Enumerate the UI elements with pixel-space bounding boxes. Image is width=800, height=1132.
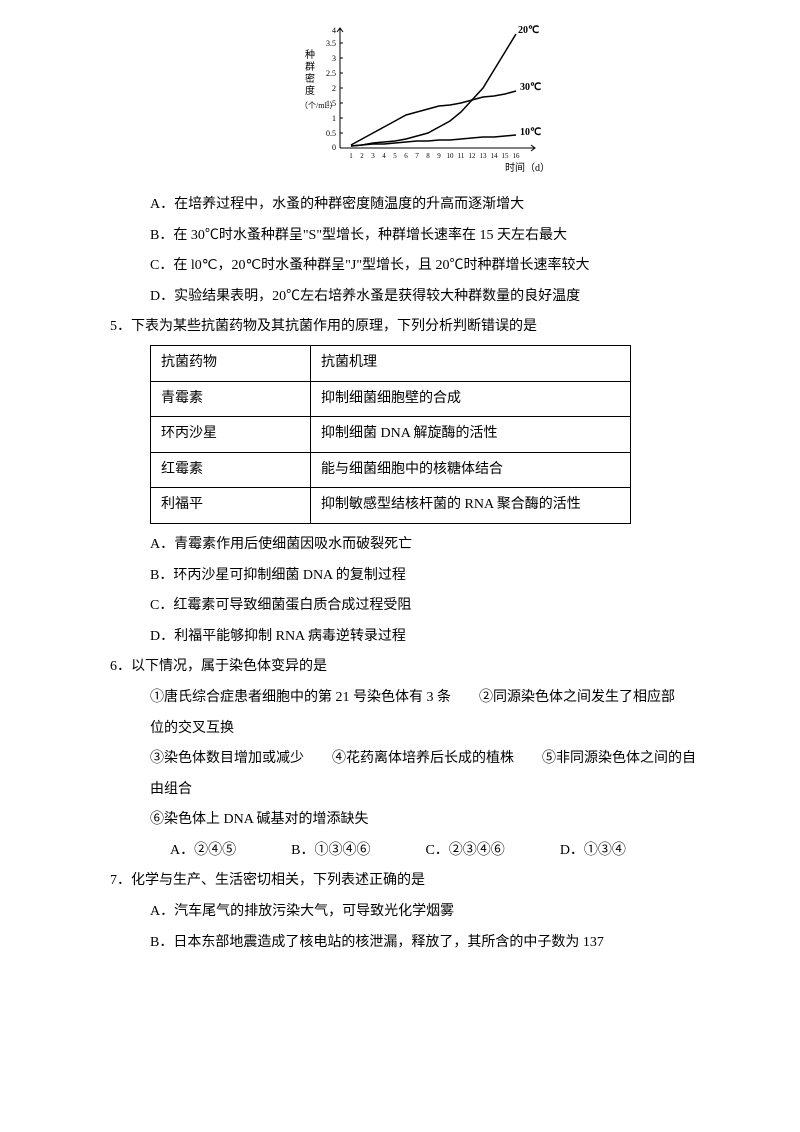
q6-line1: ①唐氏综合症患者细胞中的第 21 号染色体有 3 条 ②同源染色体之间发生了相应… — [110, 685, 740, 712]
q5-option-b: B．环丙沙星可抑制细菌 DNA 的复制过程 — [110, 563, 740, 590]
q7-stem: 7．化学与生产、生活密切相关，下列表述正确的是 — [110, 868, 740, 895]
svg-text:16: 16 — [513, 152, 521, 160]
svg-text:密: 密 — [305, 72, 315, 85]
svg-text:2: 2 — [360, 152, 364, 160]
svg-text:11: 11 — [458, 152, 465, 160]
svg-text:2: 2 — [332, 84, 336, 93]
q4-option-d: D．实验结果表明，20℃左右培养水蚤是获得较大种群数量的良好温度 — [110, 284, 740, 311]
svg-text:1: 1 — [349, 152, 353, 160]
svg-text:2.5: 2.5 — [326, 69, 336, 78]
q6-line2: ③染色体数目增加或减少 ④花药离体培养后长成的植株 ⑤非同源染色体之间的自 — [110, 746, 740, 773]
svg-text:3: 3 — [371, 152, 375, 160]
svg-text:30℃: 30℃ — [520, 82, 541, 93]
svg-text:4: 4 — [382, 152, 386, 160]
svg-text:9: 9 — [437, 152, 441, 160]
q5-option-a: A．青霉素作用后使细菌因吸水而破裂死亡 — [110, 532, 740, 559]
q6-line2b: 由组合 — [110, 777, 740, 804]
svg-text:种: 种 — [305, 48, 315, 61]
q6-options: A．②④⑤ B．①③④⑥ C．②③④⑥ D．①③④ — [110, 838, 740, 865]
q7-option-a: A．汽车尾气的排放污染大气，可导致光化学烟雾 — [110, 899, 740, 926]
q6-option-b: B．①③④⑥ — [291, 838, 370, 865]
svg-text:13: 13 — [480, 152, 488, 160]
svg-text:（个/mL）: （个/mL） — [300, 101, 337, 110]
svg-text:6: 6 — [404, 152, 408, 160]
q6-option-d: D．①③④ — [560, 838, 626, 865]
svg-text:0.5: 0.5 — [326, 129, 336, 138]
q5-option-d: D．利福平能够抑制 RNA 病毒逆转录过程 — [110, 624, 740, 651]
q6-stem: 6．以下情况，属于染色体变异的是 — [110, 654, 740, 681]
svg-text:0: 0 — [332, 143, 336, 152]
q6-line1b: 位的交叉互换 — [110, 716, 740, 743]
q7-option-b: B．日本东部地震造成了核电站的核泄漏，释放了，其所含的中子数为 137 — [110, 930, 740, 957]
q4-chart: 0 0.5 1 1.5 2 2.5 3 3.5 4 123 456 789 10… — [110, 20, 740, 180]
svg-text:7: 7 — [415, 152, 419, 160]
svg-text:15: 15 — [502, 152, 510, 160]
svg-text:8: 8 — [426, 152, 430, 160]
svg-text:3: 3 — [332, 54, 336, 63]
q5-stem: 5．下表为某些抗菌药物及其抗菌作用的原理，下列分析判断错误的是 — [110, 314, 740, 341]
svg-text:群: 群 — [305, 60, 315, 73]
q4-option-b: B．在 30℃时水蚤种群呈"S"型增长，种群增长速率在 15 天左右最大 — [110, 223, 740, 250]
q4-option-a: A．在培养过程中，水蚤的种群密度随温度的升高而逐渐增大 — [110, 192, 740, 219]
q6-option-c: C．②③④⑥ — [425, 838, 504, 865]
svg-text:5: 5 — [393, 152, 397, 160]
svg-text:12: 12 — [469, 152, 477, 160]
q6-line3: ⑥染色体上 DNA 碱基对的增添缺失 — [110, 807, 740, 834]
svg-text:度: 度 — [305, 84, 315, 97]
svg-text:10: 10 — [447, 152, 455, 160]
q5-table: 抗菌药物抗菌机理 青霉素抑制细菌细胞壁的合成 环丙沙星抑制细菌 DNA 解旋酶的… — [150, 345, 631, 524]
svg-text:4: 4 — [332, 26, 336, 35]
q5-option-c: C．红霉素可导致细菌蛋白质合成过程受阻 — [110, 593, 740, 620]
svg-text:时间（d）: 时间（d） — [505, 161, 550, 174]
svg-text:10℃: 10℃ — [520, 127, 541, 138]
svg-text:3.5: 3.5 — [326, 39, 336, 48]
q6-option-a: A．②④⑤ — [170, 838, 236, 865]
svg-text:1: 1 — [332, 114, 336, 123]
svg-text:14: 14 — [491, 152, 499, 160]
q4-option-c: C．在 l0℃，20℃时水蚤种群呈"J"型增长，且 20℃时种群增长速率较大 — [110, 253, 740, 280]
svg-text:20℃: 20℃ — [518, 25, 539, 36]
